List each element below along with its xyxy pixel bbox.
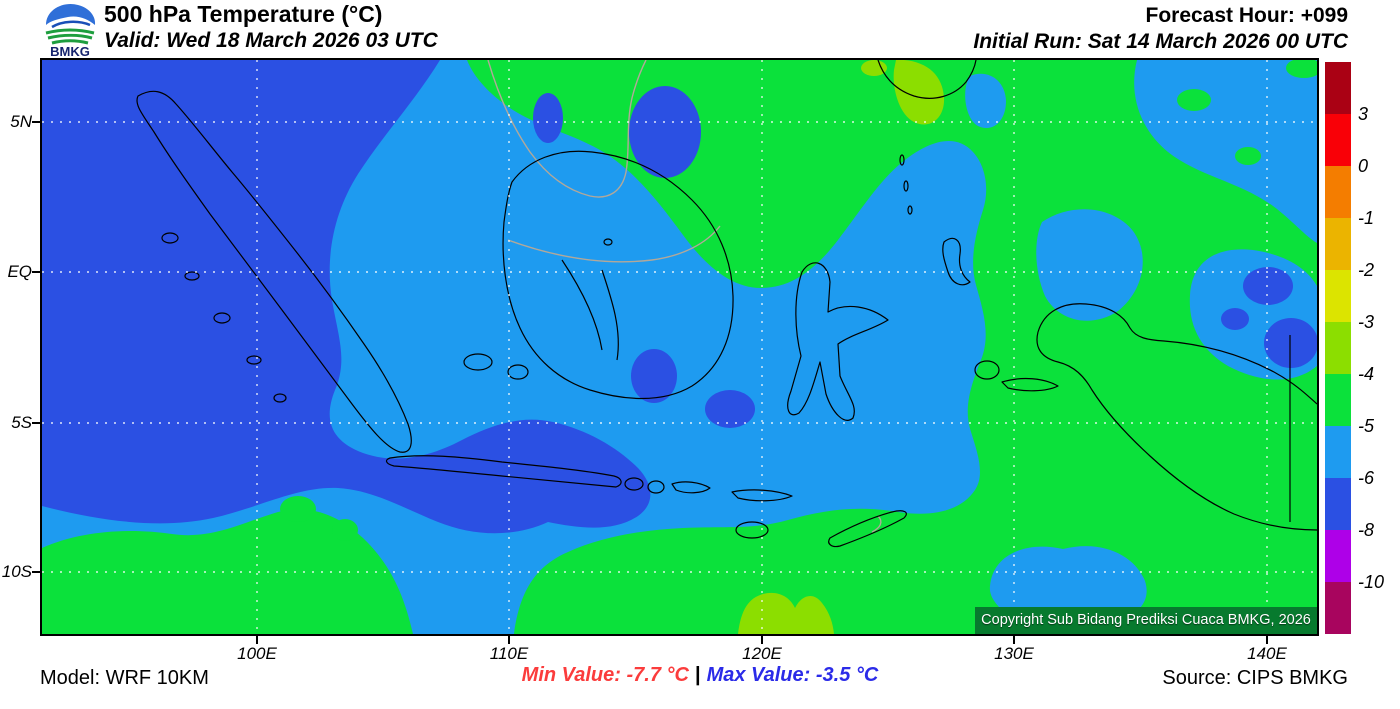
lat-label-5n: 5N: [10, 112, 32, 131]
minmax-line: Min Value: -7.7 °C | Max Value: -3.5 °C: [420, 664, 980, 687]
colorbar: [1325, 62, 1351, 634]
colorbar-segment: [1325, 218, 1351, 270]
logo-wave-1: [45, 28, 95, 35]
lat-tick: [32, 571, 42, 573]
valid-time: Valid: Wed 18 March 2026 03 UTC: [104, 29, 438, 52]
forecast-hour: Forecast Hour: +099: [1145, 4, 1349, 27]
max-value-text: Max Value: -3.5 °C: [706, 664, 879, 686]
green-finger: [280, 496, 316, 522]
green-speck: [1177, 89, 1211, 111]
royal-patch: [1221, 308, 1249, 330]
lat-label-5s: 5S: [11, 413, 32, 432]
royal-patch: [705, 390, 755, 428]
lat-tick: [32, 422, 42, 424]
initial-run: Initial Run: Sat 14 March 2026 00 UTC: [973, 30, 1348, 53]
minmax-separator: |: [694, 664, 701, 686]
lake-north: [965, 73, 1006, 129]
royal-patch: [631, 349, 677, 403]
colorbar-label: -4: [1358, 364, 1375, 384]
page-title: 500 hPa Temperature (°C): [104, 1, 383, 27]
green-finger: [332, 519, 358, 541]
colorbar-label: -8: [1358, 520, 1375, 540]
colorbar-segment: [1325, 426, 1351, 478]
colorbar-label: -6: [1358, 468, 1375, 488]
colorbar-label: 0: [1358, 156, 1369, 176]
royal-patch: [629, 86, 701, 178]
logo-wave-3: [51, 39, 89, 45]
lat-label-eq: EQ: [7, 262, 32, 281]
lon-label-140e: 140E: [1247, 644, 1287, 663]
graticule: [42, 60, 1317, 634]
lon-tick: [1266, 636, 1268, 644]
lon-label-100e: 100E: [237, 644, 277, 663]
colorbar-label: 3: [1358, 104, 1369, 124]
lat-tick: [32, 271, 42, 273]
min-value-text: Min Value: -7.7 °C: [521, 664, 689, 686]
source-info: Source: CIPS BMKG: [1162, 667, 1348, 689]
logo-text: BMKG: [50, 44, 90, 57]
lon-tick: [1013, 636, 1015, 644]
lon-label-130e: 130E: [994, 644, 1034, 663]
colorbar-segment: [1325, 374, 1351, 426]
royal-patch: [533, 93, 563, 143]
band-green-main: [467, 60, 1317, 634]
lat-label-10s: 10S: [1, 562, 32, 581]
bmkg-logo-graphic: BMKG: [45, 3, 96, 57]
indonesia-coastlines: [136, 60, 1317, 548]
colorbar-label: -5: [1358, 416, 1375, 436]
colorbar-segment: [1325, 530, 1351, 582]
copyright-band: Copyright Sub Bidang Prediksi Cuaca BMKG…: [975, 607, 1317, 634]
lake-ne-sulawesi: [1036, 209, 1143, 321]
lon-tick: [256, 636, 258, 644]
logo-cloud-shape: [46, 3, 96, 25]
band-chartreuse-bottom-fan: [738, 592, 834, 634]
colorbar-segment: [1325, 114, 1351, 166]
map-panel: Copyright Sub Bidang Prediksi Cuaca BMKG…: [40, 58, 1319, 636]
green-speck: [1235, 147, 1261, 165]
colorbar-label: -2: [1358, 260, 1375, 280]
lon-tick: [761, 636, 763, 644]
colorbar-segment: [1325, 62, 1351, 114]
logo-wave-2: [47, 33, 93, 40]
colorbar-segment: [1325, 478, 1351, 530]
temperature-map: [42, 60, 1317, 634]
colorbar-label: -1: [1358, 208, 1375, 228]
colorbar-segment: [1325, 270, 1351, 322]
bmkg-logo: BMKG: [38, 1, 102, 57]
green-speck: [1286, 60, 1317, 78]
foreign-coastlines: [487, 60, 882, 533]
band-chartreuse-top: [893, 60, 945, 125]
colorbar-segment: [1325, 166, 1351, 218]
lat-tick: [32, 121, 42, 123]
colorbar-segment: [1325, 322, 1351, 374]
band-royal-west: [42, 60, 651, 534]
colorbar-segment: [1325, 582, 1351, 634]
logo-cloud-line: [51, 20, 91, 29]
band-chartreuse-top-small: [861, 60, 887, 76]
colorbar-label: -3: [1358, 312, 1375, 332]
lon-label-120e: 120E: [742, 644, 782, 663]
band-green-southwest: [42, 509, 413, 634]
colorbar-label: -10: [1358, 572, 1385, 592]
lon-label-110e: 110E: [489, 644, 529, 663]
model-info: Model: WRF 10KM: [40, 667, 209, 689]
lon-tick: [508, 636, 510, 644]
royal-patch: [1243, 267, 1293, 305]
